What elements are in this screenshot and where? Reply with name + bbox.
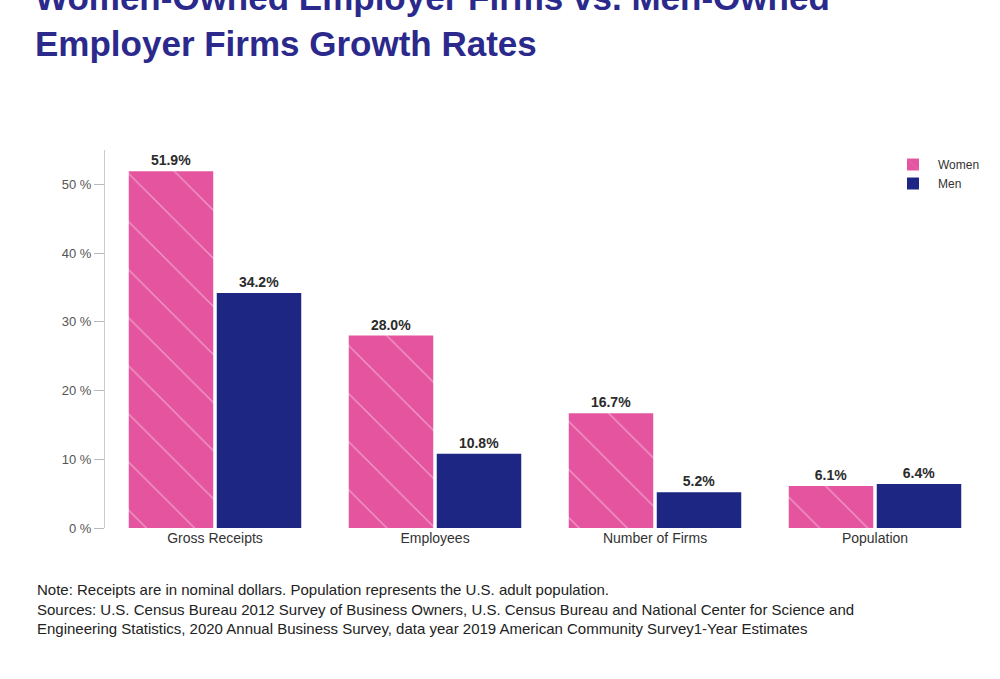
svg-text:Gross Receipts: Gross Receipts — [167, 530, 263, 546]
svg-text:Number of Firms: Number of Firms — [603, 530, 707, 546]
svg-text:28.0%: 28.0% — [371, 317, 411, 333]
svg-text:16.7%: 16.7% — [591, 394, 631, 410]
svg-text:10.8%: 10.8% — [459, 435, 499, 451]
svg-text:Men: Men — [938, 177, 961, 191]
svg-text:Women-Owned Employer Firms vs.: Women-Owned Employer Firms vs. Men-Owned… — [35, 0, 830, 63]
svg-text:51.9%: 51.9% — [151, 152, 191, 168]
svg-text:Population: Population — [842, 530, 908, 546]
svg-text:30 %: 30 % — [62, 314, 92, 329]
svg-text:34.2%: 34.2% — [239, 274, 279, 290]
svg-text:20 %: 20 % — [62, 383, 92, 398]
svg-text:Women: Women — [938, 158, 979, 172]
svg-text:Note: Receipts are in nominal: Note: Receipts are in nominal dollars. P… — [37, 581, 854, 637]
svg-text:6.1%: 6.1% — [815, 467, 847, 483]
svg-text:Employees: Employees — [400, 530, 469, 546]
svg-text:40 %: 40 % — [62, 246, 92, 261]
svg-text:50 %: 50 % — [62, 177, 92, 192]
svg-text:5.2%: 5.2% — [683, 473, 715, 489]
svg-text:6.4%: 6.4% — [903, 465, 935, 481]
svg-text:0 %: 0 % — [69, 521, 92, 536]
svg-text:10 %: 10 % — [62, 452, 92, 467]
